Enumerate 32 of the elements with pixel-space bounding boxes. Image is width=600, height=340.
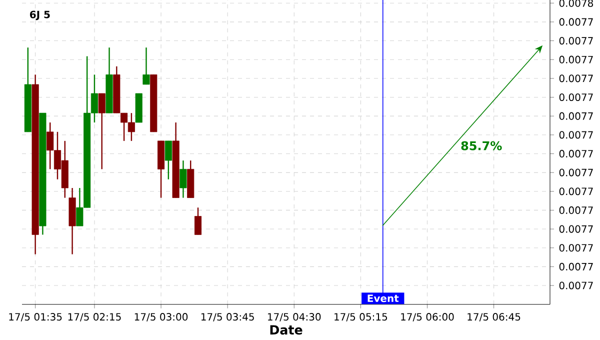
text: 6J 5	[30, 10, 50, 20]
x-tick-label: 17/5 01:35	[9, 313, 62, 322]
x-tick-label: 17/5 06:00	[401, 313, 454, 322]
x-tick-label: 17/5 03:45	[201, 313, 254, 322]
x-tick-label: 17/5 03:00	[134, 313, 188, 322]
y-tick-label: 0.0077	[559, 131, 593, 139]
candlestick	[98, 92, 106, 170]
candlestick	[142, 46, 150, 86]
y-tick-label: 0.0077	[559, 206, 593, 214]
ref-line-label: Event	[368, 294, 399, 302]
y-tick-label: 0.0077	[559, 262, 593, 270]
candlestick	[180, 160, 187, 198]
x-tick-label: 17/5 04:30	[268, 313, 321, 322]
candlestick	[194, 206, 202, 236]
x-tick-label: 17/5 05:15	[334, 313, 388, 322]
y-tick-label: 0.0077	[559, 56, 593, 64]
x-tick-label: 17/5 02:15	[68, 313, 121, 322]
y-tick-label: 0.0077	[559, 282, 593, 290]
candlestick	[164, 140, 172, 180]
y-tick-label: 0.0077	[559, 188, 593, 196]
y-tick-label: 0.0077	[559, 93, 593, 102]
x-tick-label: 17/5 06:45	[468, 313, 520, 322]
y-tick-label: 0.0077	[559, 244, 593, 252]
y-tick-label: 0.0077	[559, 225, 593, 233]
x-axis-title: Date	[270, 325, 302, 335]
y-tick-label: 0.0077	[559, 74, 593, 82]
y-tick-label: 0.0077	[559, 168, 593, 176]
y-tick-label: 0.0077	[559, 36, 593, 45]
y-tick-label: 0.0077	[559, 18, 593, 26]
y-tick-label: 0.0077	[559, 112, 593, 120]
y-tick-label: 0.0077	[559, 150, 593, 158]
annotation: 85.7%	[461, 141, 502, 150]
